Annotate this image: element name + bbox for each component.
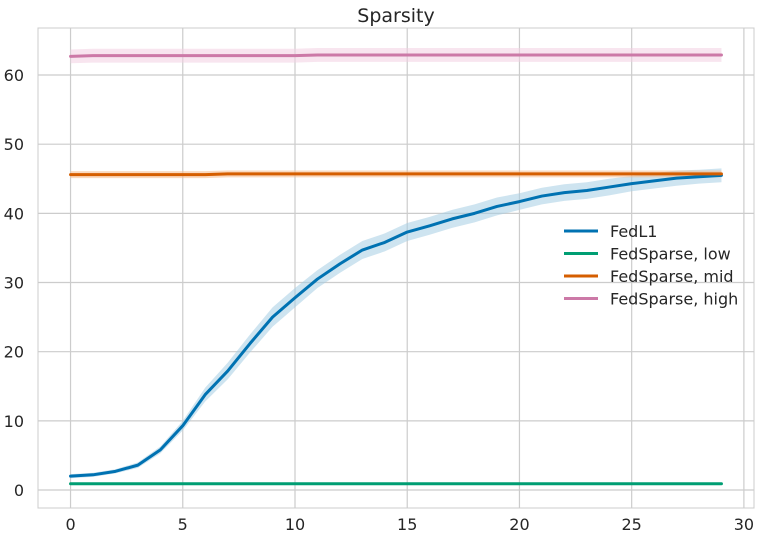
series-line-3 [69,53,723,58]
series-line-0 [69,173,723,478]
chart-title: Sparsity [357,5,434,27]
legend-label: FedSparse, high [610,290,738,309]
x-tick-label: 20 [509,515,529,534]
x-tick-label: 5 [178,515,188,534]
y-tick-label: 40 [4,204,24,223]
y-tick-label: 20 [4,343,24,362]
y-tick-label: 30 [4,274,24,293]
legend-label: FedSparse, mid [610,267,734,286]
legend-label: FedL1 [610,222,657,241]
plot-frame [37,27,755,509]
legend-label: FedSparse, low [610,245,731,264]
y-tick-label: 60 [4,66,24,85]
series-line-2 [69,172,723,177]
y-tick-label: 10 [4,412,24,431]
x-tick-label: 10 [285,515,305,534]
y-tick-label: 0 [14,481,24,500]
x-tick-label: 30 [734,515,754,534]
x-tick-label: 25 [621,515,641,534]
x-tick-label: 0 [65,515,75,534]
series-lines [69,53,723,486]
series-band-0 [70,168,722,479]
tick-labels: 0 5 10 15 20 25 30 0 10 20 30 40 50 60 [4,66,754,534]
y-tick-label: 50 [4,135,24,154]
x-tick-label: 15 [397,515,417,534]
legend: FedL1 FedSparse, low FedSparse, mid FedSpar… [564,222,738,309]
grid [38,28,754,508]
